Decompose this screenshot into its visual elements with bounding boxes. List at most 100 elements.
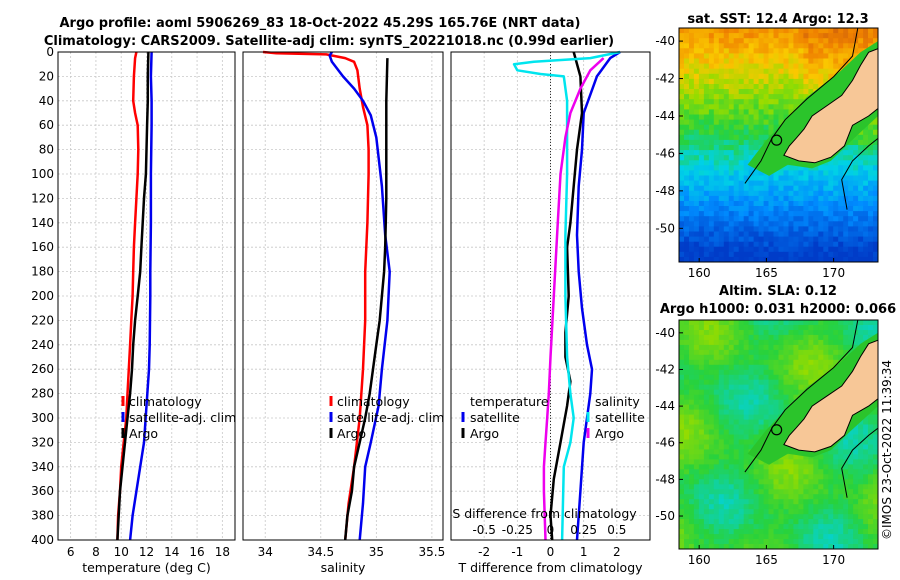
map-cell xyxy=(733,256,740,263)
map-cell xyxy=(693,489,700,495)
map-cell xyxy=(788,48,794,54)
map-cell xyxy=(798,384,804,391)
map-cell xyxy=(733,114,740,120)
map-cell xyxy=(693,364,700,371)
map-cell xyxy=(748,349,754,356)
map-cell xyxy=(808,231,814,237)
map-cell xyxy=(713,434,720,440)
map-cell xyxy=(693,534,700,540)
map-cell xyxy=(708,170,715,176)
map-cell xyxy=(833,38,839,44)
map-cell xyxy=(679,449,685,455)
map-cell xyxy=(743,334,750,341)
map-cell xyxy=(863,145,869,151)
map-cell xyxy=(748,359,754,366)
map-cell xyxy=(873,206,879,212)
map-cell xyxy=(863,236,869,243)
map-cell xyxy=(733,379,740,386)
map-cell xyxy=(853,539,859,545)
map-cell xyxy=(768,109,774,115)
map-cell xyxy=(763,394,769,401)
map-cell xyxy=(698,339,705,346)
map-cell xyxy=(823,236,829,243)
map-cell xyxy=(713,330,720,336)
map-cell xyxy=(748,180,754,187)
map-cell xyxy=(838,524,844,530)
map-cell xyxy=(863,334,869,341)
map-cell xyxy=(698,150,705,156)
map-cell xyxy=(758,474,764,480)
map-cell xyxy=(718,534,725,540)
map-cell xyxy=(748,251,754,258)
map-cell xyxy=(848,459,854,465)
map-cell xyxy=(693,434,700,440)
map-cell xyxy=(863,206,869,212)
map-cell xyxy=(843,439,849,445)
map-cell xyxy=(703,175,710,181)
map-cell xyxy=(838,484,844,490)
map-cell xyxy=(863,38,869,44)
map-cell xyxy=(763,109,769,115)
map-cell xyxy=(698,514,705,520)
map-y-tick-label: -42 xyxy=(655,362,675,376)
map-cell xyxy=(733,33,740,39)
map-cell xyxy=(853,320,859,326)
map-cell xyxy=(713,124,720,131)
map-cell xyxy=(818,349,824,356)
map-cell xyxy=(708,73,715,80)
map-cell xyxy=(693,119,700,126)
map-cell xyxy=(679,109,685,115)
map-cell xyxy=(868,236,874,243)
map-cell xyxy=(798,216,804,222)
map-cell xyxy=(793,519,799,525)
map-cell xyxy=(718,320,725,326)
map-cell xyxy=(713,58,720,64)
legend-label: climatology xyxy=(337,394,410,409)
map-cell xyxy=(738,256,745,263)
map-cell xyxy=(738,489,745,495)
map-cell xyxy=(723,99,730,105)
map-cell xyxy=(803,519,809,525)
map-cell xyxy=(679,484,685,490)
map-cell xyxy=(848,190,854,197)
map-cell xyxy=(679,349,685,356)
map-cell xyxy=(808,359,814,366)
map-cell xyxy=(708,449,715,455)
map-cell xyxy=(813,464,819,470)
map-cell xyxy=(778,38,784,44)
map-cell xyxy=(778,221,784,227)
map-cell xyxy=(773,99,779,105)
map-cell xyxy=(858,226,864,232)
map-cell xyxy=(703,63,710,70)
map-cell xyxy=(728,73,735,80)
map-cell xyxy=(743,211,750,217)
map-cell xyxy=(693,439,700,445)
map-cell xyxy=(848,241,854,248)
map-cell xyxy=(783,344,789,351)
map-cell xyxy=(843,320,849,326)
map-cell xyxy=(828,68,834,75)
x-tick-label: 14 xyxy=(164,545,179,559)
map-cell xyxy=(873,489,879,495)
map-cell xyxy=(803,320,809,326)
map-cell xyxy=(698,499,705,505)
map-cell xyxy=(858,484,864,490)
map-cell xyxy=(858,489,864,495)
map-cell xyxy=(679,539,685,545)
map-cell xyxy=(753,325,759,331)
map-cell xyxy=(728,251,735,258)
x-tick-label: -2 xyxy=(478,545,490,559)
map-cell xyxy=(818,190,824,197)
map-cell xyxy=(783,104,789,110)
map-cell xyxy=(743,28,750,34)
map-cell xyxy=(858,236,864,243)
map-cell xyxy=(833,63,839,70)
map-cell xyxy=(703,160,710,166)
map-cell xyxy=(783,509,789,515)
map-cell xyxy=(733,124,740,131)
map-cell xyxy=(679,201,685,207)
map-cell xyxy=(788,474,794,480)
map-cell xyxy=(858,449,864,455)
map-cell xyxy=(853,190,859,197)
map-cell xyxy=(823,246,829,253)
